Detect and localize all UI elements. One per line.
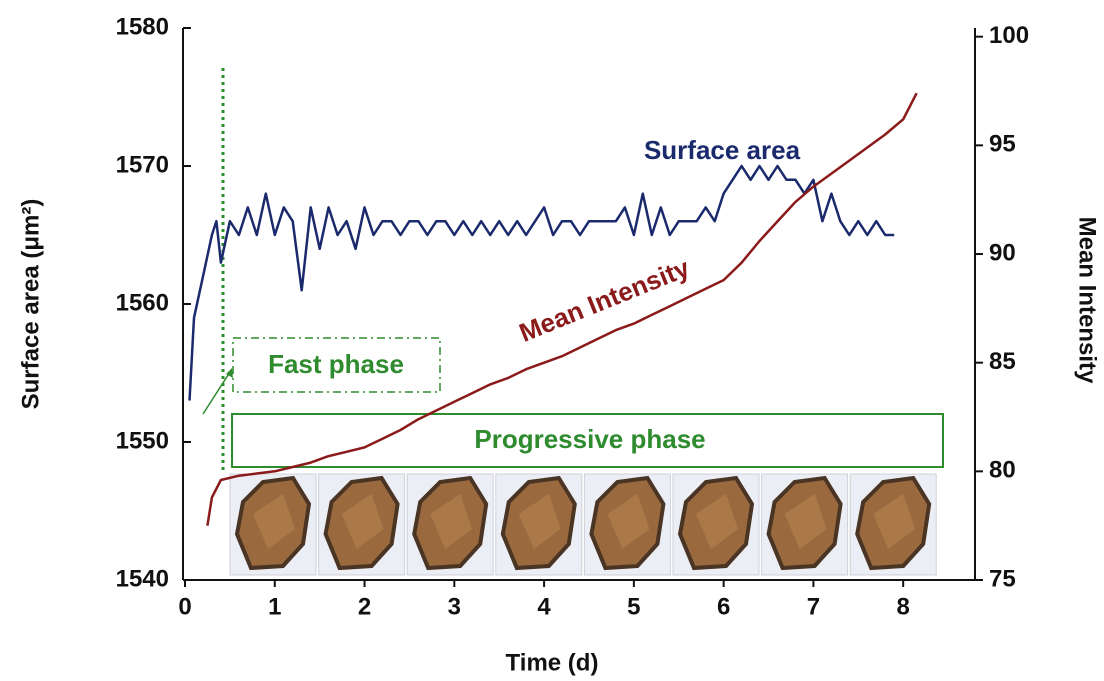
x-tick-label: 2 bbox=[358, 593, 371, 620]
y2-axis-title: Mean Intensity bbox=[1074, 217, 1101, 384]
x-tick-label: 1 bbox=[268, 593, 281, 620]
fast-phase-arrow bbox=[202, 371, 231, 415]
y-tick-label: 1540 bbox=[116, 565, 169, 592]
progressive-phase-box bbox=[231, 413, 944, 468]
x-tick-label: 6 bbox=[717, 593, 730, 620]
crystal-facet bbox=[784, 494, 827, 549]
y-tick-label: 1560 bbox=[116, 289, 169, 316]
y2-tick-label: 80 bbox=[989, 457, 1016, 484]
progressive-phase-label: Progressive phase bbox=[474, 424, 705, 454]
series-line bbox=[188, 164, 895, 401]
y2-tick-label: 95 bbox=[989, 131, 1016, 158]
x-tick-label: 3 bbox=[448, 593, 461, 620]
surface-area-label: Surface area bbox=[644, 135, 801, 165]
crystal-facet bbox=[341, 494, 384, 549]
crystal-facet bbox=[873, 494, 916, 549]
crystal-facet bbox=[518, 494, 561, 549]
y2-tick-label: 85 bbox=[989, 348, 1016, 375]
fast-phase-label: Fast phase bbox=[268, 349, 404, 379]
x-tick-label: 7 bbox=[807, 593, 820, 620]
y-tick-label: 1580 bbox=[116, 13, 169, 40]
x-tick-label: 5 bbox=[627, 593, 640, 620]
y-tick-label: 1550 bbox=[116, 427, 169, 454]
mean-intensity-label: Mean Intensity bbox=[515, 252, 694, 348]
x-axis-title: Time (d) bbox=[506, 649, 599, 676]
fast-phase-box bbox=[232, 337, 441, 393]
crystal-facet bbox=[430, 494, 473, 549]
series-line bbox=[206, 92, 918, 526]
crystal-facet bbox=[696, 494, 738, 549]
y-tick-label: 1570 bbox=[116, 151, 169, 178]
x-tick-label: 0 bbox=[178, 593, 191, 620]
y2-tick-label: 90 bbox=[989, 239, 1016, 266]
y2-tick-label: 100 bbox=[989, 22, 1029, 49]
y2-tick-label: 75 bbox=[989, 565, 1016, 592]
arrow-head bbox=[226, 368, 233, 378]
crystal-facet bbox=[253, 494, 295, 549]
x-tick-label: 8 bbox=[897, 593, 910, 620]
y-axis-title: Surface area (μm²) bbox=[17, 199, 44, 410]
crystal-images bbox=[229, 473, 937, 576]
x-tick-label: 4 bbox=[537, 593, 551, 620]
crystal-facet bbox=[607, 494, 650, 549]
